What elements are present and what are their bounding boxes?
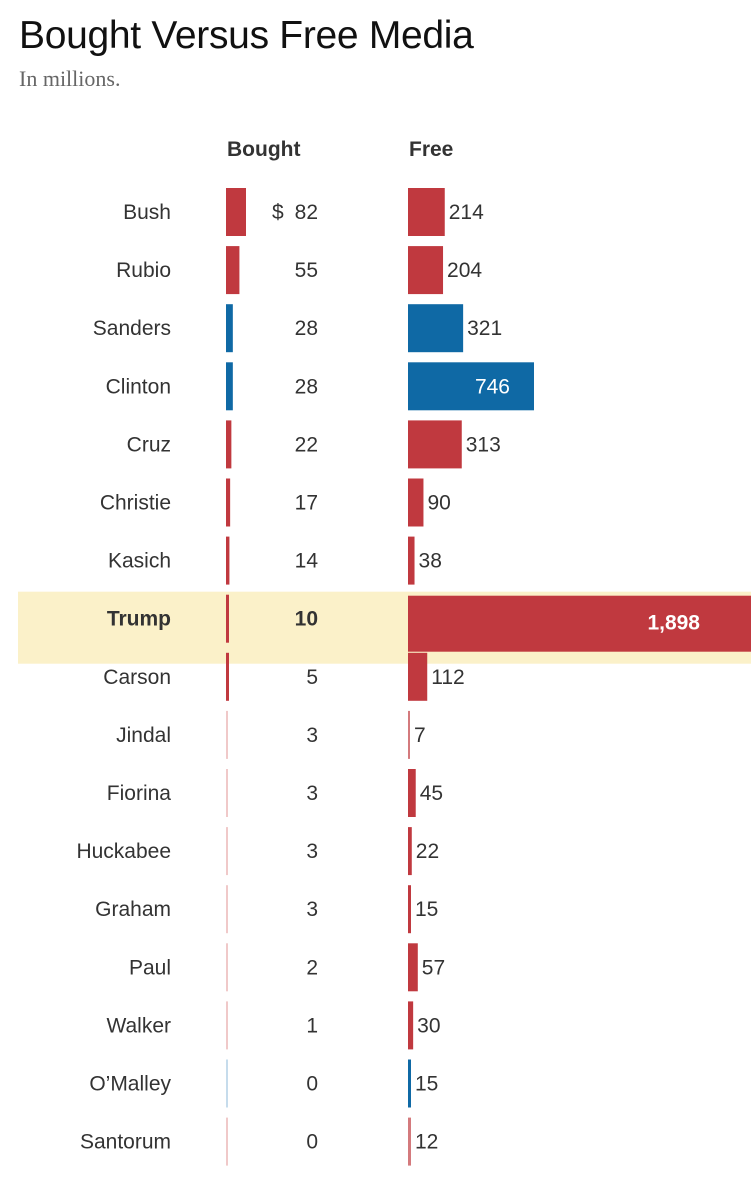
free-bar — [408, 652, 428, 701]
bought-bar — [226, 1059, 228, 1108]
bought-value-label: 0 — [306, 1073, 318, 1096]
candidate-name: Cruz — [127, 433, 171, 456]
bought-bar — [226, 188, 246, 236]
free-bar — [408, 943, 418, 992]
bought-value-label: 2 — [306, 956, 318, 979]
free-value-label: 1,898 — [647, 612, 700, 635]
free-bar — [408, 1059, 411, 1108]
free-value-label: 7 — [414, 724, 426, 747]
candidate-name: O’Malley — [89, 1073, 171, 1096]
bought-bar — [226, 1117, 228, 1166]
free-value-label: 45 — [420, 782, 443, 805]
bought-value-label: 17 — [295, 492, 318, 515]
free-value-label: 313 — [466, 433, 501, 456]
bought-value-label: 3 — [306, 898, 318, 921]
candidate-name: Walker — [106, 1014, 171, 1037]
free-bar — [408, 1001, 414, 1050]
free-bar — [408, 536, 415, 585]
chart-title: Bought Versus Free Media — [19, 14, 474, 57]
bought-bar — [226, 710, 228, 759]
candidate-name: Sanders — [93, 317, 171, 340]
free-bar — [408, 478, 424, 527]
bought-value-label: 82 — [295, 201, 318, 224]
candidate-name: Santorum — [80, 1131, 171, 1154]
bought-value-label: 3 — [306, 840, 318, 863]
bought-value-label: 10 — [295, 608, 318, 631]
bought-bar — [226, 827, 228, 876]
candidate-name: Kasich — [108, 550, 171, 573]
candidate-name: Paul — [129, 956, 171, 979]
bought-bar — [226, 943, 228, 992]
candidate-name: Huckabee — [76, 840, 171, 863]
free-value-label: 57 — [422, 956, 445, 979]
column-header-bought: Bought — [227, 138, 301, 161]
free-value-label: 30 — [417, 1014, 440, 1037]
free-value-label: 112 — [431, 666, 464, 689]
bought-bar — [226, 362, 233, 411]
bought-value-label: 28 — [295, 375, 318, 398]
candidate-name: Rubio — [116, 259, 171, 282]
free-bar — [408, 769, 416, 817]
bought-bar — [226, 246, 240, 295]
free-bar — [408, 595, 751, 652]
bought-bar — [226, 594, 229, 643]
free-value-label: 15 — [415, 1073, 438, 1096]
bought-bar — [226, 420, 232, 469]
free-bar — [408, 420, 462, 469]
free-value-label: 38 — [419, 550, 442, 573]
bought-bar — [226, 536, 230, 585]
free-bar — [408, 827, 412, 876]
free-bar — [408, 1117, 411, 1166]
bought-value-label: 3 — [306, 782, 318, 805]
free-value-label: 12 — [415, 1131, 438, 1154]
bought-value-label: 3 — [306, 724, 318, 747]
candidate-name: Christie — [100, 492, 171, 515]
bought-value-label: 1 — [306, 1014, 318, 1037]
bought-value-label: 55 — [295, 259, 318, 282]
free-value-label: 214 — [449, 201, 484, 224]
candidate-name: Clinton — [106, 375, 171, 398]
currency-symbol: $ — [272, 201, 284, 224]
free-value-label: 746 — [475, 375, 510, 398]
bought-bar — [226, 769, 228, 817]
free-bar — [408, 246, 444, 295]
bought-value-label: 14 — [295, 550, 319, 573]
bought-value-label: 28 — [295, 317, 318, 340]
free-bar — [408, 188, 445, 236]
free-value-label: 15 — [415, 898, 438, 921]
free-value-label: 90 — [427, 492, 450, 515]
bought-value-label: 22 — [295, 433, 318, 456]
bought-bar — [226, 652, 229, 701]
free-bar — [408, 710, 410, 759]
bought-bar — [226, 1001, 228, 1050]
chart-subtitle: In millions. — [19, 66, 121, 91]
free-value-label: 321 — [467, 317, 502, 340]
free-bar — [408, 362, 534, 411]
free-value-label: 204 — [447, 259, 482, 282]
candidate-name: Jindal — [116, 724, 171, 747]
bought-value-label: 0 — [306, 1131, 318, 1154]
bought-bar — [226, 304, 233, 353]
free-bar — [408, 304, 464, 353]
column-header-free: Free — [409, 138, 454, 161]
candidate-name: Bush — [123, 201, 171, 224]
candidate-name: Graham — [95, 898, 171, 921]
free-value-label: 22 — [416, 840, 439, 863]
bought-bar — [226, 478, 231, 527]
bought-bar — [226, 885, 228, 934]
free-bar — [408, 885, 411, 934]
candidate-name: Carson — [103, 666, 171, 689]
candidate-name: Trump — [107, 608, 171, 631]
candidate-name: Fiorina — [107, 782, 172, 805]
bought-value-label: 5 — [306, 666, 318, 689]
